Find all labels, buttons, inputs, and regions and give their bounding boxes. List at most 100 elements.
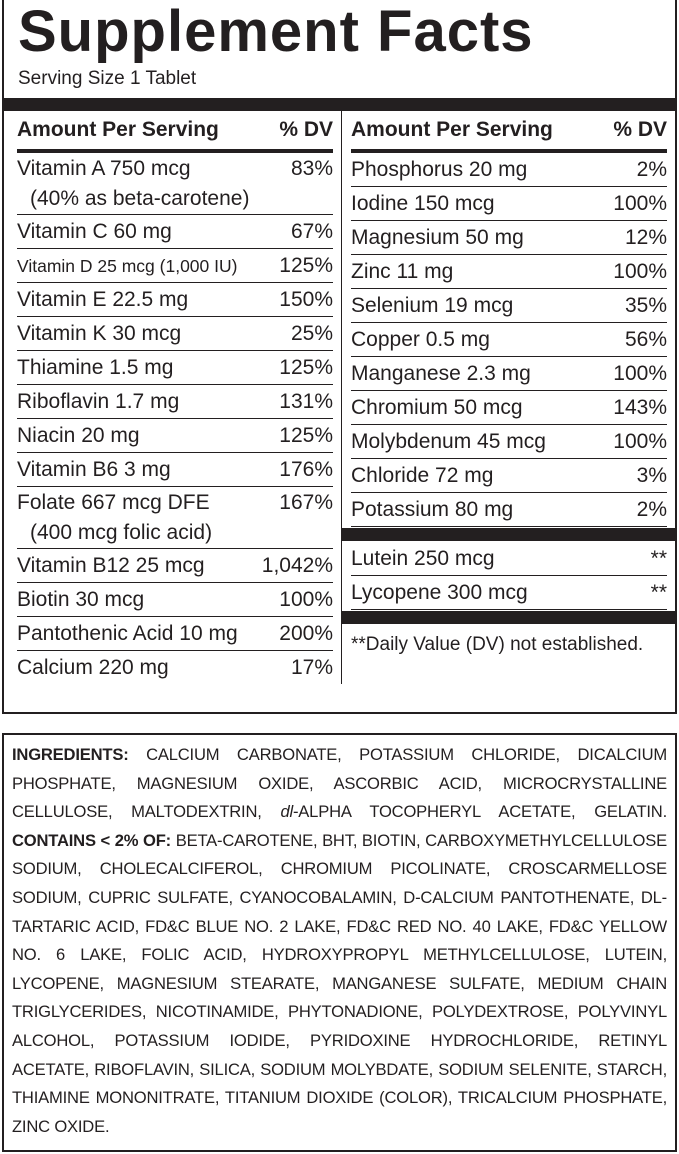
- nutrient-name: Copper 0.5 mg: [351, 328, 490, 351]
- nutrient-cell: Chromium 50 mcg: [351, 392, 523, 424]
- nutrient-cell: Vitamin C 60 mg: [17, 216, 172, 248]
- daily-value: 176%: [279, 458, 333, 481]
- nutrient-row: Vitamin D 25 mcg (1,000 IU) 125%: [17, 249, 333, 283]
- columns: Amount Per Serving % DV Vitamin A 750 mcg (…: [4, 111, 675, 684]
- daily-value: 150%: [279, 288, 333, 311]
- column-header: Amount Per Serving % DV: [351, 111, 667, 153]
- nutrient-row: Niacin 20 mg 125%: [17, 419, 333, 453]
- nutrient-cell: Copper 0.5 mg: [351, 324, 490, 356]
- ingredients-italic: dl: [280, 802, 293, 822]
- contains-text: BETA-CAROTENE, BHT, BIOTIN, CARBOXYMETHY…: [12, 830, 667, 1136]
- daily-value: 143%: [613, 396, 667, 419]
- nutrient-cell: Vitamin B6 3 mg: [17, 454, 171, 486]
- daily-value: 17%: [290, 656, 333, 679]
- nutrient-name: Riboflavin 1.7 mg: [17, 390, 180, 413]
- nutrient-name: Selenium 19 mcg: [351, 294, 514, 317]
- nutrient-cell: Vitamin K 30 mcg: [17, 318, 181, 350]
- nutrient-cell: Vitamin B12 25 mcg: [17, 550, 205, 582]
- ingredients-text: CALCIUM CARBONATE, POTASSIUM CHLORIDE, D…: [12, 745, 667, 822]
- daily-value: 100%: [613, 430, 667, 453]
- nutrient-row: Calcium 220 mg 17%: [17, 651, 333, 684]
- nutrient-name: Manganese 2.3 mg: [351, 362, 531, 385]
- nutrient-cell: Pantothenic Acid 10 mg: [17, 618, 238, 650]
- daily-value: 25%: [290, 322, 333, 345]
- nutrient-name: Biotin 30 mcg: [17, 588, 145, 611]
- nutrient-cell: Thiamine 1.5 mg: [17, 352, 173, 384]
- nutrient-row: Phosphorus 20 mg 2%: [351, 153, 667, 187]
- nutrient-name: Vitamin D 25 mcg (1,000 IU): [17, 256, 238, 276]
- nutrient-name: Vitamin C 60 mg: [17, 220, 172, 243]
- serving-size: Serving Size 1 Tablet: [18, 68, 197, 89]
- daily-value: 100%: [613, 192, 667, 215]
- nutrient-name: Vitamin E 22.5 mg: [17, 288, 189, 311]
- nutrient-name: Vitamin K 30 mcg: [17, 322, 182, 345]
- nutrient-cell: Phosphorus 20 mg: [351, 154, 527, 186]
- nutrient-cell: Riboflavin 1.7 mg: [17, 386, 179, 418]
- ingredients-label: INGREDIENTS:: [12, 745, 129, 764]
- daily-value: 131%: [279, 390, 333, 413]
- nutrient-row: Vitamin K 30 mcg 25%: [17, 317, 333, 351]
- nutrient-row: Manganese 2.3 mg 100%: [351, 357, 667, 391]
- thick-rule: [342, 611, 675, 624]
- daily-value: 125%: [279, 356, 333, 379]
- nutrient-cell: Lutein 250 mcg: [351, 543, 495, 575]
- daily-value: 1,042%: [261, 554, 333, 577]
- nutrient-name: Thiamine 1.5 mg: [17, 356, 174, 379]
- daily-value: **: [650, 581, 667, 604]
- nutrient-cell: Iodine 150 mcg: [351, 188, 495, 220]
- title: Supplement Facts: [18, 0, 534, 64]
- nutrient-row: Pantothenic Acid 10 mg 200%: [17, 617, 333, 651]
- daily-value: 2%: [636, 498, 667, 521]
- nutrient-row: Potassium 80 mg 2%: [351, 493, 667, 527]
- daily-value: 83%: [290, 157, 333, 180]
- daily-value: **: [650, 547, 667, 570]
- nutrient-name: Vitamin B6 3 mg: [17, 458, 171, 481]
- nutrient-cell: Niacin 20 mg: [17, 420, 140, 452]
- nutrient-name: Lycopene 300 mcg: [351, 581, 528, 604]
- nutrient-row: Selenium 19 mcg 35%: [351, 289, 667, 323]
- ingredients: INGREDIENTS: CALCIUM CARBONATE, POTASSIU…: [2, 733, 677, 1152]
- nutrient-row: Magnesium 50 mg 12%: [351, 221, 667, 255]
- nutrient-row: Vitamin C 60 mg 67%: [17, 215, 333, 249]
- nutrient-row: Chloride 72 mg 3%: [351, 459, 667, 493]
- nutrient-name: Calcium 220 mg: [17, 656, 169, 679]
- daily-value: 200%: [279, 622, 333, 645]
- amount-header: Amount Per Serving: [17, 118, 219, 141]
- nutrient-row: Riboflavin 1.7 mg 131%: [17, 385, 333, 419]
- nutrient-row: Folate 667 mcg DFE (400 mcg folic acid) 16…: [17, 487, 333, 549]
- daily-value: 125%: [279, 254, 333, 277]
- contains-label: CONTAINS < 2% OF:: [12, 830, 171, 850]
- nutrient-cell: Chloride 72 mg: [351, 460, 493, 492]
- nutrient-name: Iodine 150 mcg: [351, 192, 495, 215]
- nutrient-cell: Vitamin A 750 mcg (40% as beta-carotene): [17, 154, 249, 214]
- daily-value: 12%: [624, 226, 667, 249]
- nutrient-name: Phosphorus 20 mg: [351, 158, 528, 181]
- nutrient-name: Vitamin A 750 mcg: [17, 157, 191, 180]
- daily-value: 56%: [624, 328, 667, 351]
- thick-rule: [4, 98, 675, 111]
- daily-value: 100%: [613, 260, 667, 283]
- daily-value: 3%: [636, 464, 667, 487]
- nutrient-cell: Selenium 19 mcg: [351, 290, 513, 322]
- nutrient-cell: Calcium 220 mg: [17, 652, 169, 684]
- left-column: Amount Per Serving % DV Vitamin A 750 mcg (…: [4, 111, 342, 684]
- nutrient-cell: Molybdenum 45 mcg: [351, 426, 546, 458]
- ingredients-text: -ALPHA TOCOPHERYL ACETATE, GELATIN.: [292, 802, 667, 822]
- daily-value: 100%: [613, 362, 667, 385]
- nutrient-name: Zinc 11 mg: [351, 260, 454, 283]
- nutrient-name: Chloride 72 mg: [351, 464, 494, 487]
- nutrient-row: Thiamine 1.5 mg 125%: [17, 351, 333, 385]
- nutrient-cell: Manganese 2.3 mg: [351, 358, 531, 390]
- nutrient-cell: Biotin 30 mcg: [17, 584, 144, 616]
- nutrient-name: Pantothenic Acid 10 mg: [17, 622, 238, 645]
- right-column: Amount Per Serving % DV Phosphorus 20 mg 2%…: [342, 111, 675, 684]
- daily-value: 125%: [279, 424, 333, 447]
- nutrient-name: Folate 667 mcg DFE: [17, 491, 210, 514]
- dv-header: % DV: [279, 118, 333, 141]
- amount-header: Amount Per Serving: [351, 118, 553, 141]
- dv-header: % DV: [613, 118, 667, 141]
- nutrient-row: Vitamin E 22.5 mg 150%: [17, 283, 333, 317]
- supplement-facts-panel: Supplement Facts Serving Size 1 Tablet A…: [2, 0, 677, 714]
- nutrient-row: Copper 0.5 mg 56%: [351, 323, 667, 357]
